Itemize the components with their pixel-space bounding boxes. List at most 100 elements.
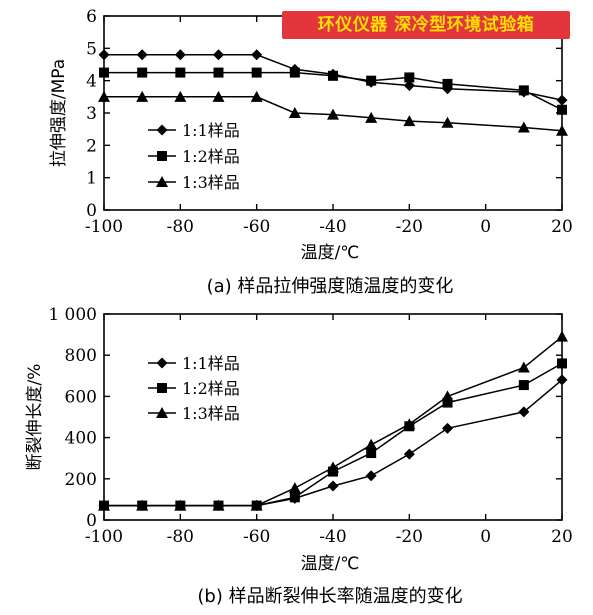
data-point-1 — [556, 374, 568, 386]
data-point-3 — [250, 90, 263, 102]
data-point-3 — [288, 107, 301, 118]
x-tick-label: -60 — [243, 217, 270, 237]
y-tick-label: 200 — [65, 470, 97, 490]
x-axis-label: 温度/℃ — [301, 243, 360, 263]
watermark-banner: 环仪仪器 深冷型环境试验箱 — [282, 11, 570, 39]
y-tick-label: 400 — [65, 429, 97, 449]
data-point-2 — [289, 67, 300, 78]
data-point-3 — [327, 461, 339, 473]
data-point-1 — [174, 49, 186, 61]
legend-marker — [156, 176, 168, 187]
x-tick-label: -40 — [319, 527, 346, 547]
data-point-2 — [175, 67, 186, 78]
x-tick-label: -20 — [396, 217, 423, 237]
data-point-3 — [250, 499, 263, 511]
legend-marker — [156, 357, 168, 369]
y-tick-label: 4 — [86, 72, 97, 92]
figure-caption: (a) 样品拉伸强度随温度的变化 — [207, 276, 454, 297]
chart-panel-a: -100 -80 -60 -40 -20 0 20 0 1 2 3 4 5 6 1:1样品 1:2样品 1:3样… — [49, 7, 573, 297]
data-point-2 — [442, 78, 453, 89]
data-point-1 — [251, 49, 263, 61]
legend-marker — [156, 407, 168, 418]
data-point-3 — [174, 499, 187, 511]
data-point-3 — [365, 111, 378, 123]
data-point-3 — [288, 482, 301, 494]
data-point-2 — [404, 72, 415, 83]
data-point-3 — [556, 330, 568, 342]
data-point-2 — [366, 75, 377, 86]
data-point-2 — [442, 397, 453, 408]
y-axis-label: 断裂伸长度/% — [25, 364, 45, 471]
data-point-2 — [289, 492, 300, 503]
data-point-2 — [557, 358, 567, 369]
data-point-1 — [556, 94, 568, 106]
data-point-2 — [328, 70, 338, 81]
data-point-3 — [212, 499, 225, 511]
data-point-3 — [136, 90, 149, 102]
series-line-2 — [104, 71, 563, 111]
x-tick-label: 20 — [551, 217, 573, 237]
figure-caption: (b) 样品断裂伸长率随温度的变化 — [197, 586, 462, 607]
data-point-2 — [137, 67, 148, 78]
series-line-3 — [104, 96, 563, 132]
data-point-3 — [556, 124, 568, 136]
x-tick-label: -80 — [167, 217, 194, 237]
data-point-3 — [517, 361, 530, 373]
series-line-3 — [104, 336, 563, 507]
data-point-3 — [441, 390, 454, 402]
data-point-2 — [518, 85, 529, 96]
data-point-2 — [251, 67, 262, 78]
data-point-1 — [403, 448, 415, 460]
data-point-2 — [557, 104, 567, 115]
y-tick-label: 600 — [65, 387, 97, 407]
legend-label: 1:1样品 — [182, 121, 240, 140]
data-point-1 — [213, 49, 224, 61]
data-point-1 — [518, 406, 530, 418]
x-tick-label: -60 — [243, 527, 270, 547]
x-tick-label: -80 — [167, 527, 194, 547]
data-point-1 — [403, 80, 415, 92]
data-point-3 — [327, 108, 339, 120]
x-axis-label: 温度/℃ — [301, 554, 360, 574]
data-point-2 — [518, 380, 529, 391]
x-tick-label: -40 — [319, 217, 346, 237]
y-tick-label: 5 — [86, 39, 97, 59]
legend-marker — [157, 383, 167, 393]
x-tick-label: -20 — [396, 527, 423, 547]
data-point-1 — [98, 49, 110, 61]
series-line-1 — [104, 54, 563, 101]
y-tick-label: 3 — [86, 104, 97, 124]
data-point-2 — [99, 67, 109, 78]
y-tick-label: 2 — [86, 136, 97, 156]
legend-label: 1:1样品 — [182, 354, 240, 373]
y-tick-label: 1 — [86, 169, 97, 189]
data-point-1 — [327, 480, 339, 492]
data-point-3 — [441, 116, 454, 128]
data-point-3 — [98, 90, 110, 102]
data-point-3 — [212, 90, 225, 102]
data-point-3 — [403, 418, 416, 430]
legend-label: 1:2样品 — [182, 379, 240, 398]
y-axis-label: 拉伸强度/MPa — [49, 59, 69, 167]
x-tick-label: -100 — [85, 217, 123, 237]
data-point-2 — [366, 448, 377, 459]
y-tick-label: 800 — [65, 346, 97, 366]
x-tick-label: 0 — [480, 217, 491, 237]
legend-marker — [157, 151, 167, 161]
data-point-3 — [136, 499, 149, 511]
legend-label: 1:3样品 — [182, 173, 240, 192]
data-point-3 — [174, 90, 187, 102]
data-point-1 — [442, 422, 453, 434]
data-point-1 — [136, 49, 148, 61]
legend-marker — [156, 124, 168, 136]
data-point-1 — [365, 470, 377, 482]
y-tick-label: 0 — [86, 511, 97, 531]
x-tick-label: -100 — [85, 527, 123, 547]
data-point-2 — [213, 67, 224, 78]
y-tick-label: 6 — [86, 7, 97, 27]
y-tick-label: 1 000 — [48, 305, 97, 325]
y-tick-label: 0 — [86, 201, 97, 221]
data-point-3 — [517, 121, 530, 133]
